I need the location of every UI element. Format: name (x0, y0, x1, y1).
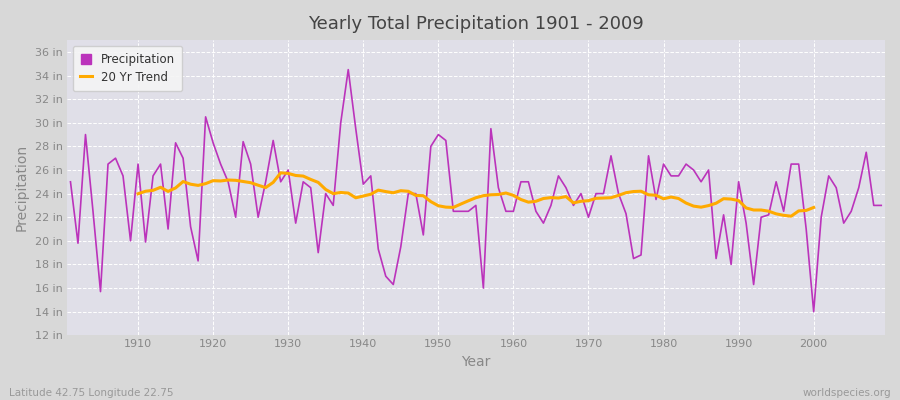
X-axis label: Year: Year (461, 355, 491, 369)
Line: 20 Yr Trend: 20 Yr Trend (138, 173, 814, 216)
20 Yr Trend (711, 201, 722, 206)
20 Yr Trend (530, 199, 541, 204)
20 Yr Trend (808, 205, 819, 210)
Precipitation (65, 179, 76, 184)
Precipitation (606, 154, 616, 158)
Y-axis label: Precipitation: Precipitation (15, 144, 29, 231)
Precipitation (516, 179, 526, 184)
20 Yr Trend (298, 174, 309, 178)
Precipitation (343, 67, 354, 72)
Precipitation (336, 120, 346, 125)
20 Yr Trend (132, 191, 143, 196)
20 Yr Trend (786, 214, 796, 219)
Line: Precipitation: Precipitation (70, 70, 881, 312)
Text: Latitude 42.75 Longitude 22.75: Latitude 42.75 Longitude 22.75 (9, 388, 174, 398)
20 Yr Trend (275, 170, 286, 175)
Precipitation (876, 203, 886, 208)
Precipitation (808, 309, 819, 314)
Legend: Precipitation, 20 Yr Trend: Precipitation, 20 Yr Trend (73, 46, 182, 91)
Precipitation (291, 221, 302, 226)
Precipitation (508, 209, 518, 214)
Precipitation (125, 238, 136, 243)
20 Yr Trend (801, 208, 812, 213)
Title: Yearly Total Precipitation 1901 - 2009: Yearly Total Precipitation 1901 - 2009 (308, 15, 644, 33)
Text: worldspecies.org: worldspecies.org (803, 388, 891, 398)
20 Yr Trend (313, 180, 324, 185)
20 Yr Trend (215, 178, 226, 183)
